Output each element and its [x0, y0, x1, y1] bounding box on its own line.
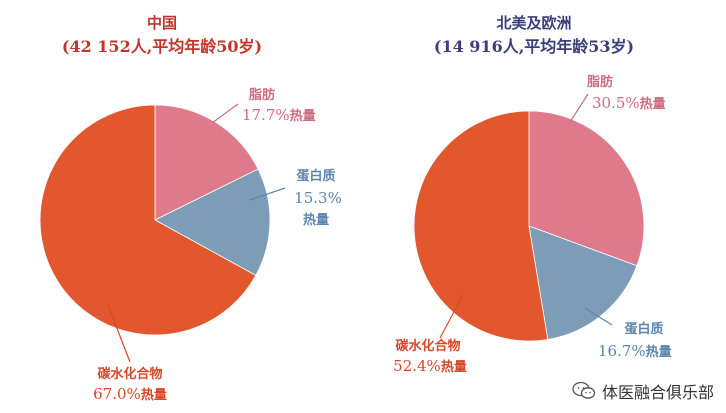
fat-unit: 热量 — [640, 96, 666, 112]
chart-subtitle: (42 152人,平均年龄50岁) — [62, 37, 262, 56]
protein-unit: 热量 — [646, 344, 672, 360]
label-protein-name: 蛋白质 — [296, 168, 335, 184]
pie-slice-protein — [528, 225, 638, 340]
pie-slice-fat — [154, 104, 259, 221]
carb-percent: 67.0% — [93, 385, 141, 403]
pie-slice-carb — [39, 104, 257, 336]
label-protein-name: 蛋白质 — [624, 321, 663, 337]
leader-line-fat — [569, 93, 589, 123]
leader-line-protein — [249, 187, 286, 201]
carb-percent: 52.4% — [393, 357, 441, 375]
protein-percent: 16.7% — [598, 342, 646, 360]
label-protein-unit: 热量 — [303, 212, 329, 228]
fat-unit: 热量 — [290, 108, 316, 124]
label-carb-value: 52.4%热量 — [393, 357, 467, 375]
leader-line-carb — [107, 304, 131, 363]
pie-slice-protein — [154, 168, 271, 276]
wechat-icon — [572, 381, 596, 399]
chart-title: 中国 — [147, 14, 177, 32]
fat-percent: 17.7% — [242, 106, 290, 124]
pie-slice-fat — [528, 110, 645, 267]
chart-title: 北美及欧洲 — [496, 14, 571, 32]
label-fat-value: 30.5%热量 — [592, 94, 666, 112]
label-carb-value: 67.0%热量 — [93, 385, 167, 403]
chart-subtitle: (14 916人,平均年龄53岁) — [434, 37, 634, 56]
leader-line-fat — [211, 103, 239, 124]
pie-china — [39, 104, 271, 336]
pie-slice-carb — [413, 110, 549, 342]
leader-line-carb — [439, 294, 464, 339]
label-carb-name: 碳水化合物 — [395, 338, 460, 354]
label-fat-value: 17.7%热量 — [242, 106, 316, 124]
label-protein-value: 16.7%热量 — [598, 342, 672, 360]
watermark-text: 体医融合俱乐部 — [601, 383, 714, 402]
label-protein-value: 15.3% — [294, 189, 342, 207]
label-fat-name: 脂肪 — [248, 87, 275, 103]
pie-na-eu — [413, 110, 645, 342]
carb-unit: 热量 — [141, 387, 167, 403]
label-carb-name: 碳水化合物 — [97, 366, 162, 382]
chart-na-eu: 北美及欧洲 (14 916人,平均年龄53岁) 脂肪 30.5%热量 蛋白质 1… — [393, 14, 672, 375]
watermark: 体医融合俱乐部 — [572, 379, 714, 403]
label-fat-name: 脂肪 — [586, 74, 613, 90]
leader-line-protein — [584, 307, 613, 326]
chart-china: 中国 (42 152人,平均年龄50岁) 脂肪 17.7%热量 蛋白质 15.3… — [39, 14, 342, 403]
carb-unit: 热量 — [441, 359, 467, 375]
fat-percent: 30.5% — [592, 94, 640, 112]
